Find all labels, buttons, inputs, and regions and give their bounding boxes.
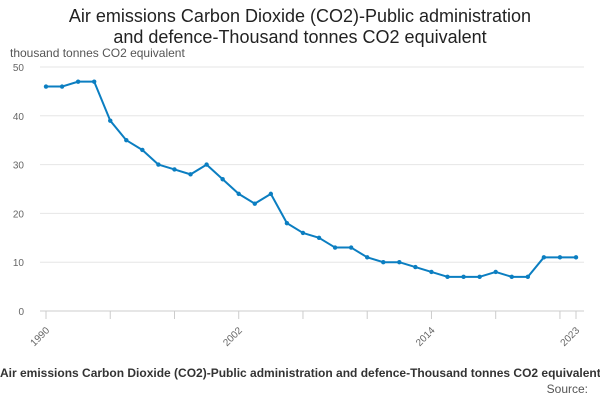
x-tick-label-2023: 2023 [559,325,583,349]
x-tick-label-1990: 1990 [29,325,53,349]
data-point-2012 [397,260,402,265]
data-point-2001 [220,177,225,182]
data-point-1999 [188,172,193,177]
data-point-2004 [268,191,274,197]
y-tick-label-20: 20 [13,209,25,220]
data-point-2000 [204,162,209,167]
data-point-1991 [59,84,65,89]
axes [40,310,584,319]
data-point-2015 [445,274,450,280]
chart-title: Air emissions Carbon Dioxide (CO2)-Publi… [0,6,600,48]
chart-title-line-1: Air emissions Carbon Dioxide (CO2)-Publi… [68,6,532,26]
data-point-2022 [557,255,563,260]
data-point-2007 [316,235,322,240]
y-tick-label-0: 0 [18,307,24,318]
data-point-2014 [429,269,434,275]
legend-series-label: Air emissions Carbon Dioxide (CO2)-Publi… [0,366,600,380]
data-point-1990 [43,84,49,89]
data-point-2020 [525,274,531,280]
y-tick-label-30: 30 [13,161,25,172]
data-point-2005 [284,220,290,226]
data-point-2023 [573,255,579,260]
x-tick-label-2014: 2014 [414,325,438,349]
data-point-2003 [252,201,257,206]
data-point-1994 [108,118,113,123]
data-point-2019 [509,274,514,280]
y-axis-label: thousand tonnes CO2 equivalent [10,46,185,60]
data-point-1993 [91,79,97,84]
data-point-2006 [300,230,306,236]
series-line-0 [46,80,576,278]
data-point-2002 [236,191,241,197]
data-point-2021 [541,255,547,260]
y-tick-label-50: 50 [13,63,25,74]
data-point-2016 [461,274,466,280]
x-tick-label-2002: 2002 [221,325,245,349]
gridlines [40,66,584,263]
data-point-2010 [365,255,370,260]
series-line-group [43,79,579,280]
data-point-2018 [493,269,498,275]
source-label: Source: [546,382,588,396]
data-point-2017 [477,274,482,280]
data-point-1996 [140,147,145,153]
data-point-1995 [124,138,129,143]
y-tick-label-40: 40 [13,112,25,123]
data-point-1998 [172,167,177,172]
chart-title-line-2: and defence-Thousand tonnes CO2 equivale… [113,27,487,47]
tick-labels: 0 10 20 30 40 50 1990 2002 2014 2023 [13,63,583,349]
data-point-2011 [381,260,386,265]
y-tick-label-10: 10 [13,258,25,269]
data-point-2009 [348,245,354,250]
data-point-2008 [332,245,338,250]
data-point-1997 [156,162,161,167]
data-point-2013 [413,264,418,270]
data-point-1992 [75,79,81,84]
